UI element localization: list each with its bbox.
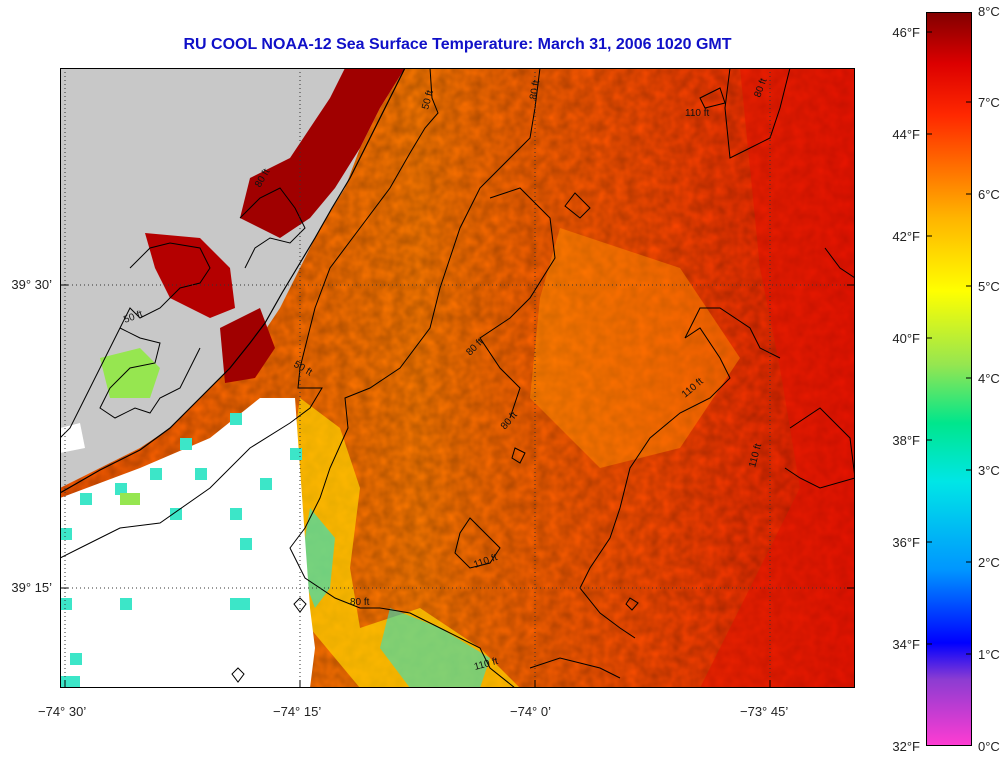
colorbar-f-label: 38°F: [892, 433, 920, 448]
temperature-colorbar: [926, 12, 972, 746]
isobath-80ft: [289, 68, 541, 688]
coastline: [60, 68, 406, 494]
colorbar-c-label: 4°C: [978, 371, 1000, 386]
coastal-cool-water: [290, 398, 520, 688]
colorbar-f-label: 42°F: [892, 229, 920, 244]
lon-label: −73° 45’: [740, 704, 789, 719]
contour-label: 50 ft: [420, 89, 436, 111]
no-data-speckles: [60, 413, 302, 688]
warm-band: [700, 68, 855, 688]
colorbar-c-label: 7°C: [978, 95, 1000, 110]
contour-label: 80 ft: [350, 597, 370, 608]
lon-label: −74° 30’: [38, 704, 87, 719]
lon-label: −74° 0’: [510, 704, 551, 719]
map-title: RU COOL NOAA-12 Sea Surface Temperature:…: [183, 36, 732, 53]
colorbar-c-label: 2°C: [978, 555, 1000, 570]
sst-map: 50 ft 80 ft 110 ft 80 ft 50 ft 80 ft 80 …: [60, 68, 855, 688]
contour-label: 110 ft: [685, 108, 709, 119]
colorbar-f-label: 36°F: [892, 535, 920, 550]
lat-label: 39° 15’: [11, 580, 52, 595]
colorbar-c-label: 8°C: [978, 4, 1000, 19]
colorbar-c-label: 1°C: [978, 647, 1000, 662]
contour-label: 80 ft: [528, 79, 542, 100]
colorbar-c-label: 3°C: [978, 463, 1000, 478]
lat-label: 39° 30’: [11, 277, 52, 292]
colorbar-f-label: 32°F: [892, 739, 920, 754]
colorbar-f-label: 46°F: [892, 25, 920, 40]
map-frame: [60, 68, 855, 688]
lon-label: −74° 15’: [273, 704, 322, 719]
isobath-110ft: [724, 68, 791, 159]
graticule: [60, 68, 855, 688]
no-data-region: [60, 398, 315, 688]
axis-ticks: [60, 284, 855, 688]
colorbar-f-label: 34°F: [892, 637, 920, 652]
colorbar-c-label: 6°C: [978, 187, 1000, 202]
colorbar-c-label: 5°C: [978, 279, 1000, 294]
colorbar-f-label: 40°F: [892, 331, 920, 346]
colorbar-c-label: 0°C: [978, 739, 1000, 754]
colorbar-f-label: 44°F: [892, 127, 920, 142]
cool-core: [530, 228, 740, 468]
isobath-50ft: [60, 68, 439, 559]
